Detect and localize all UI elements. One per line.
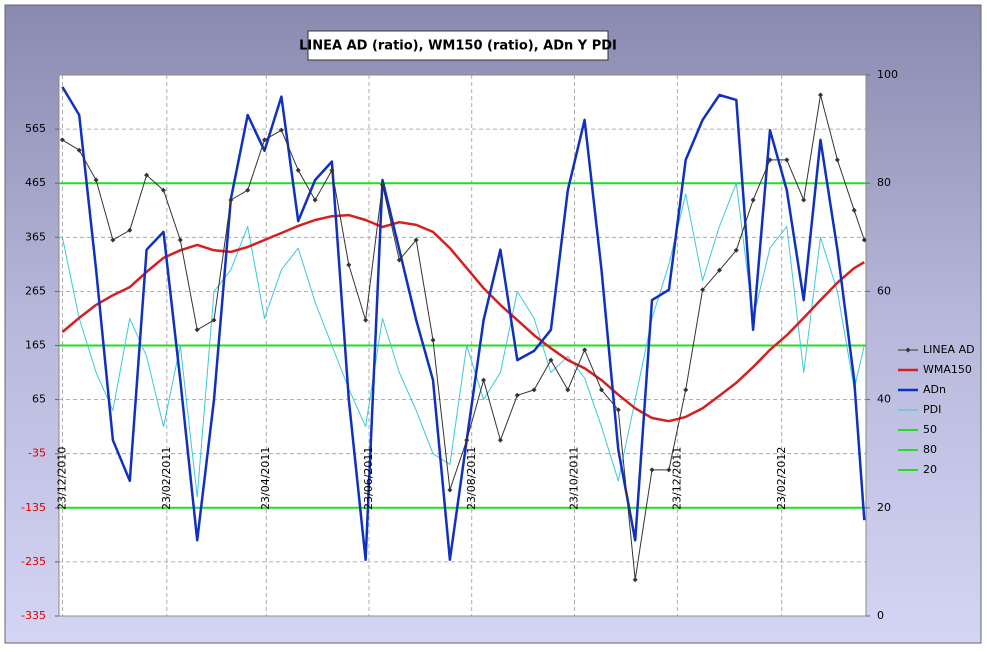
data-point <box>346 262 352 268</box>
y-tick-label: -135 <box>21 501 46 514</box>
data-point <box>127 227 133 233</box>
chart-title: LINEA AD (ratio), WM150 (ratio), ADn Y P… <box>299 39 617 54</box>
data-point <box>144 172 150 178</box>
data-point <box>329 167 335 173</box>
data-point <box>801 197 807 203</box>
y-tick-label: 65 <box>32 393 46 406</box>
title-box <box>307 30 609 61</box>
data-point <box>177 237 183 243</box>
data-point <box>413 237 419 243</box>
series-line <box>61 182 865 498</box>
data-point <box>363 317 369 323</box>
y-tick-label: -235 <box>21 555 46 568</box>
legend-label: PDI <box>923 403 941 416</box>
legend-label: WMA150 <box>923 363 972 376</box>
data-point <box>228 197 234 203</box>
data-point <box>565 387 571 393</box>
series-line <box>61 213 865 423</box>
data-point <box>160 187 166 193</box>
data-point <box>683 387 689 393</box>
y-tick-label: 365 <box>25 230 46 243</box>
x-tick-label: 23/08/2011 <box>465 447 478 510</box>
x-tick-label: 23/02/2011 <box>160 447 173 510</box>
data-point <box>750 197 756 203</box>
data-point <box>514 392 520 398</box>
data-point <box>396 257 402 263</box>
data-point <box>649 467 655 473</box>
x-tick-label: 23/10/2011 <box>568 447 581 510</box>
data-point <box>245 187 251 193</box>
marks <box>59 86 867 583</box>
legend-label: LINEA AD <box>923 343 975 356</box>
data-point <box>861 237 867 243</box>
data-point <box>818 92 824 98</box>
y-tick-label: -35 <box>28 447 46 460</box>
data-point <box>733 247 739 253</box>
axes: -335 -235 -135 -35 65 165 265 365 465 565 0 20 40 60 8… <box>21 68 898 622</box>
y2-tick-label: 0 <box>877 609 884 622</box>
y2-tick-label: 20 <box>877 501 891 514</box>
data-point <box>76 147 82 153</box>
legend-marker <box>905 347 911 353</box>
x-tick-label: 23/12/2010 <box>55 447 68 510</box>
y-tick-label: 165 <box>25 339 46 352</box>
data-point <box>481 377 487 383</box>
x-tick-label: 23/06/2011 <box>362 447 375 510</box>
data-point <box>767 157 773 163</box>
data-point <box>716 267 722 273</box>
data-point <box>666 467 672 473</box>
data-point <box>295 167 301 173</box>
data-point <box>548 357 554 363</box>
legend-label: 20 <box>923 463 937 476</box>
legend-label: 50 <box>923 423 937 436</box>
legend: LINEA AD WMA150 ADn PDI 50 80 20 <box>898 343 975 476</box>
data-point <box>851 207 857 213</box>
data-point <box>211 317 217 323</box>
y-tick-label: 265 <box>25 284 46 297</box>
data-point <box>598 387 604 393</box>
x-tick-label: 23/12/2011 <box>670 447 683 510</box>
data-point <box>194 327 200 333</box>
data-point <box>834 157 840 163</box>
y2-tick-label: 60 <box>877 284 891 297</box>
data-point <box>615 407 621 413</box>
y2-tick-label: 80 <box>877 176 891 189</box>
y2-tick-label: 40 <box>877 393 891 406</box>
y-tick-label: 565 <box>25 122 46 135</box>
data-point <box>531 387 537 393</box>
legend-label: ADn <box>923 383 946 396</box>
data-point <box>430 337 436 343</box>
x-tick-label: 23/04/2011 <box>259 447 272 510</box>
data-point <box>632 577 638 583</box>
data-point <box>784 157 790 163</box>
data-point <box>262 137 268 143</box>
y-tick-label: -335 <box>21 609 46 622</box>
data-point <box>582 347 588 353</box>
data-point <box>312 197 318 203</box>
data-point <box>93 177 99 183</box>
data-point <box>278 127 284 133</box>
legend-label: 80 <box>923 443 937 456</box>
data-point <box>379 182 385 188</box>
data-point <box>110 237 116 243</box>
data-point <box>464 437 470 443</box>
data-point <box>59 137 65 143</box>
x-tick-label: 23/02/2012 <box>775 447 788 510</box>
y-tick-label: 465 <box>25 176 46 189</box>
data-point <box>700 287 706 293</box>
y2-tick-label: 100 <box>877 68 898 81</box>
data-point <box>447 487 453 493</box>
data-point <box>497 437 503 443</box>
